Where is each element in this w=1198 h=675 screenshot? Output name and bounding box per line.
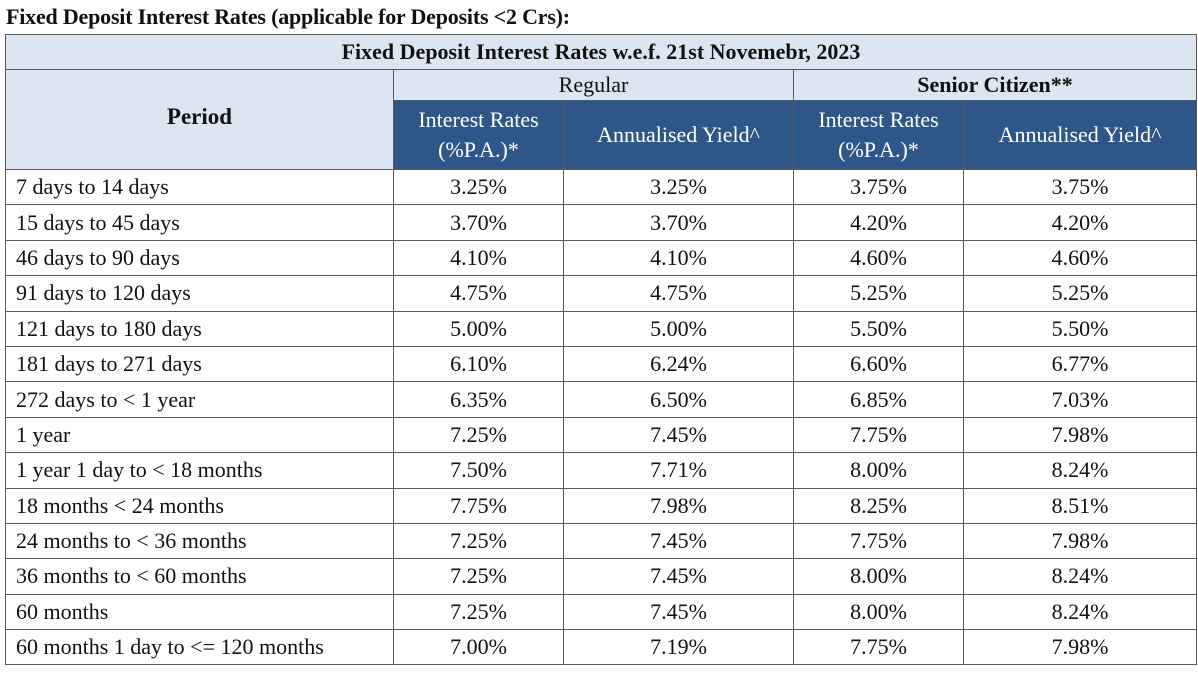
table-row: 1 year 7.25% 7.45% 7.75% 7.98% [5, 416, 1197, 454]
period-cell: 121 days to 180 days [5, 310, 394, 347]
senior-interest-rates-header: Interest Rates (%P.A.)* [793, 100, 964, 170]
regular-interest-rate-cell: 5.00% [393, 310, 564, 347]
regular-annualised-yield-header: Annualised Yield^ [563, 100, 794, 170]
table-row: 181 days to 271 days 6.10% 6.24% 6.60% 6.77% [5, 345, 1197, 383]
regular-annualised-yield-cell: 4.75% [563, 275, 794, 312]
regular-interest-rate-cell: 7.25% [393, 416, 564, 454]
senior-citizen-group-header: Senior Citizen** [793, 69, 1197, 101]
period-cell: 60 months 1 day to <= 120 months [5, 629, 394, 666]
regular-interest-rates-header: Interest Rates (%P.A.)* [393, 100, 564, 170]
table-row: 46 days to 90 days 4.10% 4.10% 4.60% 4.60% [5, 239, 1197, 277]
period-header: Period [5, 69, 394, 170]
period-cell: 60 months [5, 593, 394, 631]
regular-annualised-yield-cell: 7.98% [563, 487, 794, 524]
sub-header-row: Interest Rates (%P.A.)* Annualised Yield… [6, 100, 1197, 170]
period-cell: 1 year [5, 416, 394, 454]
regular-annualised-yield-cell: 7.19% [563, 629, 794, 666]
regular-interest-rate-cell: 3.25% [393, 168, 564, 206]
period-cell: 24 months to < 36 months [5, 522, 394, 560]
interest-rates-table: Fixed Deposit Interest Rates w.e.f. 21st… [5, 34, 1197, 666]
senior-interest-rate-cell: 8.00% [793, 452, 964, 489]
senior-interest-rate-cell: 8.00% [793, 558, 964, 595]
regular-annualised-yield-cell: 6.24% [563, 345, 794, 383]
regular-interest-rate-cell: 7.25% [393, 522, 564, 560]
senior-interest-rate-cell: 4.60% [793, 239, 964, 277]
senior-annualised-yield-cell: 4.60% [963, 239, 1197, 277]
table-row: 60 months 1 day to <= 120 months 7.00% 7.1… [5, 629, 1197, 666]
regular-annualised-yield-cell: 7.45% [563, 558, 794, 595]
senior-interest-rate-cell: 5.25% [793, 275, 964, 312]
period-cell: 15 days to 45 days [5, 204, 394, 241]
regular-interest-rate-cell: 6.10% [393, 345, 564, 383]
period-cell: 7 days to 14 days [5, 168, 394, 206]
table-row: 272 days to < 1 year 6.35% 6.50% 6.85% 7.03% [5, 381, 1197, 418]
senior-annualised-yield-cell: 8.24% [963, 558, 1197, 595]
regular-interest-rate-cell: 6.35% [393, 381, 564, 418]
senior-interest-rate-cell: 7.75% [793, 522, 964, 560]
regular-annualised-yield-cell: 3.70% [563, 204, 794, 241]
regular-annualised-yield-cell: 7.45% [563, 416, 794, 454]
senior-interest-rate-cell: 6.85% [793, 381, 964, 418]
senior-annualised-yield-cell: 7.98% [963, 522, 1197, 560]
table-row: 121 days to 180 days 5.00% 5.00% 5.50% 5.50% [5, 310, 1197, 347]
senior-interest-rate-cell: 3.75% [793, 168, 964, 206]
document-heading: Fixed Deposit Interest Rates (applicable… [6, 4, 570, 29]
senior-annualised-yield-cell: 7.03% [963, 381, 1197, 418]
regular-annualised-yield-cell: 6.50% [563, 381, 794, 418]
table-row: 24 months to < 36 months 7.25% 7.45% 7.75% 7… [5, 522, 1197, 560]
senior-interest-rate-cell: 8.00% [793, 593, 964, 631]
period-cell: 18 months < 24 months [5, 487, 394, 524]
rate-rows: 7 days to 14 days 3.25% 3.25% 3.75% 3.75% 15 … [5, 168, 1197, 666]
senior-annualised-yield-cell: 5.25% [963, 275, 1197, 312]
table-row: 60 months 7.25% 7.45% 8.00% 8.24% [5, 593, 1197, 631]
senior-annualised-yield-cell: 3.75% [963, 168, 1197, 206]
regular-annualised-yield-cell: 3.25% [563, 168, 794, 206]
senior-annualised-yield-cell: 8.51% [963, 487, 1197, 524]
table-row: 1 year 1 day to < 18 months 7.50% 7.71% 8.0… [5, 452, 1197, 489]
senior-annualised-yield-cell: 8.24% [963, 452, 1197, 489]
regular-interest-rate-cell: 7.00% [393, 629, 564, 666]
table-row: 7 days to 14 days 3.25% 3.25% 3.75% 3.75% [5, 168, 1197, 206]
senior-annualised-yield-header: Annualised Yield^ [963, 100, 1197, 170]
regular-annualised-yield-cell: 7.45% [563, 522, 794, 560]
regular-interest-rate-cell: 4.10% [393, 239, 564, 277]
period-cell: 181 days to 271 days [5, 345, 394, 383]
senior-interest-rate-cell: 7.75% [793, 416, 964, 454]
period-cell: 91 days to 120 days [5, 275, 394, 312]
senior-interest-rate-cell: 7.75% [793, 629, 964, 666]
senior-interest-rate-cell: 5.50% [793, 310, 964, 347]
regular-interest-rate-cell: 7.75% [393, 487, 564, 524]
senior-interest-rate-cell: 4.20% [793, 204, 964, 241]
senior-annualised-yield-cell: 8.24% [963, 593, 1197, 631]
regular-annualised-yield-cell: 4.10% [563, 239, 794, 277]
senior-annualised-yield-cell: 6.77% [963, 345, 1197, 383]
table-row: 18 months < 24 months 7.75% 7.98% 8.25% 8.51… [5, 487, 1197, 524]
table-row: 91 days to 120 days 4.75% 4.75% 5.25% 5.25% [5, 275, 1197, 312]
regular-interest-rate-cell: 3.70% [393, 204, 564, 241]
period-cell: 272 days to < 1 year [5, 381, 394, 418]
senior-interest-rate-cell: 6.60% [793, 345, 964, 383]
table-title-row: Fixed Deposit Interest Rates w.e.f. 21st… [5, 34, 1197, 70]
regular-annualised-yield-cell: 5.00% [563, 310, 794, 347]
regular-annualised-yield-cell: 7.45% [563, 593, 794, 631]
table-title: Fixed Deposit Interest Rates w.e.f. 21st… [5, 34, 1197, 70]
regular-interest-rate-cell: 7.25% [393, 558, 564, 595]
group-header-row: Period Regular Senior Citizen** [5, 69, 1197, 170]
senior-annualised-yield-cell: 5.50% [963, 310, 1197, 347]
senior-annualised-yield-cell: 7.98% [963, 416, 1197, 454]
regular-annualised-yield-cell: 7.71% [563, 452, 794, 489]
regular-group-header: Regular [393, 69, 794, 101]
table-row: 15 days to 45 days 3.70% 3.70% 4.20% 4.20% [5, 204, 1197, 241]
period-cell: 36 months to < 60 months [5, 558, 394, 595]
period-cell: 46 days to 90 days [5, 239, 394, 277]
table-row: 36 months to < 60 months 7.25% 7.45% 8.00% 8… [5, 558, 1197, 595]
period-cell: 1 year 1 day to < 18 months [5, 452, 394, 489]
regular-interest-rate-cell: 7.50% [393, 452, 564, 489]
senior-annualised-yield-cell: 4.20% [963, 204, 1197, 241]
regular-interest-rate-cell: 4.75% [393, 275, 564, 312]
regular-interest-rate-cell: 7.25% [393, 593, 564, 631]
senior-annualised-yield-cell: 7.98% [963, 629, 1197, 666]
senior-interest-rate-cell: 8.25% [793, 487, 964, 524]
